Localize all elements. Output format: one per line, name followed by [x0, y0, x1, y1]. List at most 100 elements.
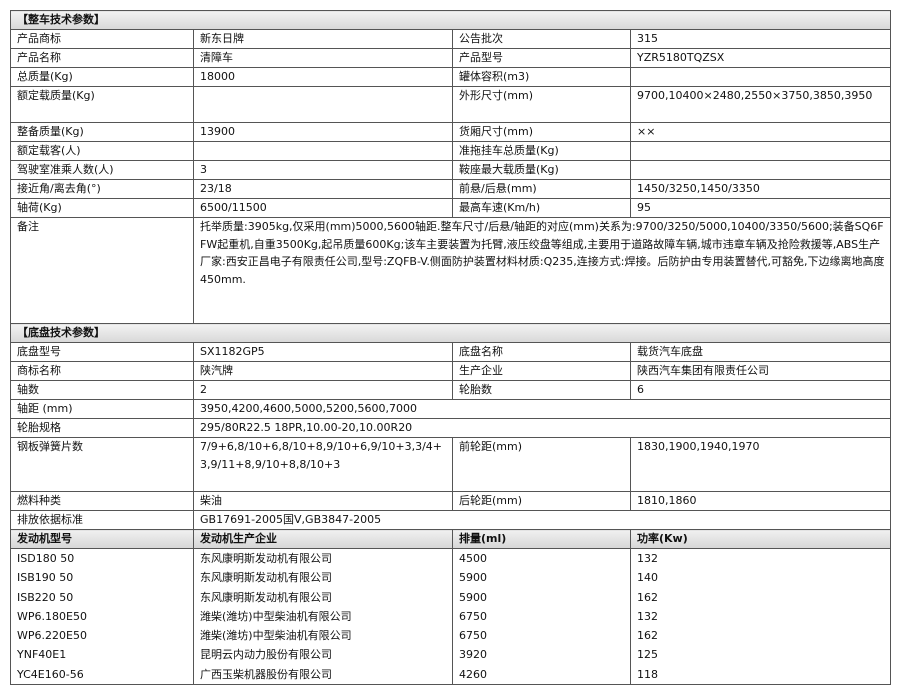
- label-cell: 产品商标: [10, 29, 194, 49]
- value-cell: [630, 160, 891, 180]
- table-row: 燃料种类 柴油 后轮距(mm) 1810,1860: [10, 491, 891, 511]
- label-cell: 后轮距(mm): [452, 491, 631, 511]
- table-row: 额定载客(人) 准拖挂车总质量(Kg): [10, 141, 891, 161]
- table-cell: 潍柴(潍坊)中型柴油机有限公司: [193, 606, 453, 627]
- value-cell: 清障车: [193, 48, 453, 68]
- table-cell: 东风康明斯发动机有限公司: [193, 568, 453, 588]
- table-row: 产品商标 新东日牌 公告批次 315: [10, 29, 891, 49]
- column-header: 发动机生产企业: [193, 529, 453, 549]
- label-cell: 前悬/后悬(mm): [452, 179, 631, 199]
- value-cell: 23/18: [193, 179, 453, 199]
- value-cell: SX1182GP5: [193, 342, 453, 362]
- section-header: 【底盘技术参数】: [10, 323, 891, 343]
- engine-row: WP6.180E50 潍柴(潍坊)中型柴油机有限公司 6750 132: [10, 606, 891, 627]
- label-cell: 轴距 (mm): [10, 399, 194, 419]
- spec-table: 【整车技术参数】 产品商标 新东日牌 公告批次 315 产品名称 清障车 产品型号 YZR518…: [10, 10, 891, 685]
- label-cell: 商标名称: [10, 361, 194, 381]
- value-cell: 2: [193, 380, 453, 400]
- table-row: 额定载质量(Kg) 外形尺寸(mm) 9700,10400×2480,2550×37…: [10, 86, 891, 123]
- table-row: 产品名称 清障车 产品型号 YZR5180TQZSX: [10, 48, 891, 68]
- label-cell: 驾驶室准乘人数(人): [10, 160, 194, 180]
- value-cell: ××: [630, 122, 891, 142]
- engine-row: WP6.220E50 潍柴(潍坊)中型柴油机有限公司 6750 162: [10, 626, 891, 646]
- table-row: 整备质量(Kg) 13900 货厢尺寸(mm) ××: [10, 122, 891, 142]
- engine-row: ISD180 50 东风康明斯发动机有限公司 4500 132: [10, 548, 891, 569]
- table-cell: YNF40E1: [10, 645, 194, 665]
- table-row: 商标名称 陕汽牌 生产企业 陕西汽车集团有限责任公司: [10, 361, 891, 381]
- value-cell: 18000: [193, 67, 453, 87]
- value-cell: 3: [193, 160, 453, 180]
- table-row: 接近角/离去角(°) 23/18 前悬/后悬(mm) 1450/3250,1450/3…: [10, 179, 891, 199]
- label-cell: 准拖挂车总质量(Kg): [452, 141, 631, 161]
- label-cell: 轮胎规格: [10, 418, 194, 438]
- label-cell: 货厢尺寸(mm): [452, 122, 631, 142]
- value-cell: 新东日牌: [193, 29, 453, 49]
- label-cell: 钢板弹簧片数: [10, 437, 194, 492]
- table-row: 底盘型号 SX1182GP5 底盘名称 载货汽车底盘: [10, 342, 891, 362]
- label-cell: 额定载质量(Kg): [10, 86, 194, 123]
- table-row: 轴数 2 轮胎数 6: [10, 380, 891, 400]
- value-cell: [630, 141, 891, 161]
- table-cell: WP6.180E50: [10, 606, 194, 627]
- value-cell: 柴油: [193, 491, 453, 511]
- table-row: 轮胎规格 295/80R22.5 18PR,10.00-20,10.00R20: [10, 418, 891, 438]
- section-header: 【整车技术参数】: [10, 10, 891, 30]
- remarks-row: 备注 托举质量:3905kg,仅采用(mm)5000,5600轴距.整车尺寸/后悬…: [10, 217, 891, 324]
- label-cell: 总质量(Kg): [10, 67, 194, 87]
- engine-row: YNF40E1 昆明云内动力股份有限公司 3920 125: [10, 645, 891, 665]
- remarks-cell: 托举质量:3905kg,仅采用(mm)5000,5600轴距.整车尺寸/后悬/轴…: [193, 217, 891, 324]
- label-cell: 排放依据标准: [10, 510, 194, 530]
- label-cell: 整备质量(Kg): [10, 122, 194, 142]
- table-row: 钢板弹簧片数 7/9+6,8/10+6,8/10+8,9/10+6,9/10+3,…: [10, 437, 891, 492]
- table-cell: 东风康明斯发动机有限公司: [193, 548, 453, 569]
- table-row: 总质量(Kg) 18000 罐体容积(m3): [10, 67, 891, 87]
- table-cell: 5900: [452, 587, 631, 607]
- value-cell: 1830,1900,1940,1970: [630, 437, 891, 492]
- table-cell: ISB190 50: [10, 568, 194, 588]
- label-cell: 鞍座最大载质量(Kg): [452, 160, 631, 180]
- engine-row: ISB190 50 东风康明斯发动机有限公司 5900 140: [10, 568, 891, 588]
- table-row: 轴距 (mm) 3950,4200,4600,5000,5200,5600,700…: [10, 399, 891, 419]
- value-cell: 1450/3250,1450/3350: [630, 179, 891, 199]
- value-cell: 95: [630, 198, 891, 218]
- column-header: 排量(ml): [452, 529, 631, 549]
- label-cell: 备注: [10, 217, 194, 324]
- value-cell: 9700,10400×2480,2550×3750,3850,3950: [630, 86, 891, 123]
- table-cell: 东风康明斯发动机有限公司: [193, 587, 453, 607]
- table-cell: 162: [630, 587, 891, 607]
- table-cell: 162: [630, 626, 891, 646]
- label-cell: 底盘名称: [452, 342, 631, 362]
- table-cell: 6750: [452, 606, 631, 627]
- table-row: 轴荷(Kg) 6500/11500 最高车速(Km/h) 95: [10, 198, 891, 218]
- label-cell: 底盘型号: [10, 342, 194, 362]
- table-cell: ISD180 50: [10, 548, 194, 569]
- engine-header-row: 发动机型号 发动机生产企业 排量(ml) 功率(Kw): [10, 529, 891, 549]
- label-cell: 轮胎数: [452, 380, 631, 400]
- table-cell: ISB220 50: [10, 587, 194, 607]
- value-cell: 陕西汽车集团有限责任公司: [630, 361, 891, 381]
- label-cell: 产品名称: [10, 48, 194, 68]
- label-cell: 燃料种类: [10, 491, 194, 511]
- label-cell: 产品型号: [452, 48, 631, 68]
- value-cell: 315: [630, 29, 891, 49]
- label-cell: 轴数: [10, 380, 194, 400]
- table-row: 排放依据标准 GB17691-2005国V,GB3847-2005: [10, 510, 891, 530]
- table-row: 驾驶室准乘人数(人) 3 鞍座最大载质量(Kg): [10, 160, 891, 180]
- engine-row: ISB220 50 东风康明斯发动机有限公司 5900 162: [10, 587, 891, 607]
- value-cell: 6: [630, 380, 891, 400]
- table-cell: 3920: [452, 645, 631, 665]
- table-cell: WP6.220E50: [10, 626, 194, 646]
- label-cell: 生产企业: [452, 361, 631, 381]
- label-cell: 外形尺寸(mm): [452, 86, 631, 123]
- value-cell: [193, 86, 453, 123]
- value-cell: GB17691-2005国V,GB3847-2005: [193, 510, 891, 530]
- label-cell: 额定载客(人): [10, 141, 194, 161]
- table-cell: 4500: [452, 548, 631, 569]
- label-cell: 轴荷(Kg): [10, 198, 194, 218]
- value-cell: 13900: [193, 122, 453, 142]
- label-cell: 公告批次: [452, 29, 631, 49]
- value-cell: 1810,1860: [630, 491, 891, 511]
- label-cell: 前轮距(mm): [452, 437, 631, 492]
- value-cell: [193, 141, 453, 161]
- label-cell: 接近角/离去角(°): [10, 179, 194, 199]
